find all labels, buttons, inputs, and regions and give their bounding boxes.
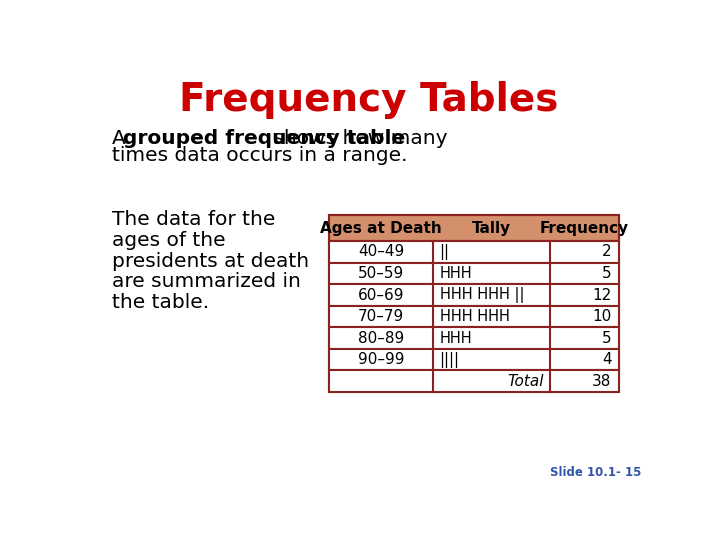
Bar xyxy=(329,306,619,327)
Bar xyxy=(329,262,619,284)
Text: shows how many: shows how many xyxy=(267,129,448,148)
Text: 5: 5 xyxy=(602,330,611,346)
Text: HHH: HHH xyxy=(439,266,472,281)
Text: 60–69: 60–69 xyxy=(358,287,404,302)
Text: 12: 12 xyxy=(593,287,611,302)
Text: ages of the: ages of the xyxy=(112,231,225,249)
Text: 2: 2 xyxy=(602,245,611,259)
Text: presidents at death: presidents at death xyxy=(112,252,309,271)
Bar xyxy=(329,349,619,370)
Text: are summarized in: are summarized in xyxy=(112,272,300,292)
Text: Slide 10.1- 15: Slide 10.1- 15 xyxy=(550,467,642,480)
Text: grouped frequency table: grouped frequency table xyxy=(122,129,405,148)
Text: 90–99: 90–99 xyxy=(358,352,404,367)
Text: 80–89: 80–89 xyxy=(358,330,404,346)
Bar xyxy=(329,327,619,349)
Bar xyxy=(329,370,619,392)
Text: The data for the: The data for the xyxy=(112,210,275,229)
Text: Total: Total xyxy=(507,374,544,389)
Bar xyxy=(329,215,619,241)
Text: 38: 38 xyxy=(593,374,611,389)
Text: 50–59: 50–59 xyxy=(358,266,404,281)
Text: HHH HHH ||: HHH HHH || xyxy=(439,287,524,303)
Text: 5: 5 xyxy=(602,266,611,281)
Text: A: A xyxy=(112,129,132,148)
Text: Frequency Tables: Frequency Tables xyxy=(179,81,559,119)
Text: 70–79: 70–79 xyxy=(358,309,404,324)
Text: ||: || xyxy=(439,244,449,260)
Text: ||||: |||| xyxy=(439,352,459,368)
Text: 10: 10 xyxy=(593,309,611,324)
Text: HHH HHH: HHH HHH xyxy=(439,309,510,324)
Bar xyxy=(329,215,619,392)
Text: Tally: Tally xyxy=(472,220,511,235)
Bar xyxy=(329,241,619,262)
Text: the table.: the table. xyxy=(112,293,209,312)
Text: Frequency: Frequency xyxy=(540,220,629,235)
Text: Ages at Death: Ages at Death xyxy=(320,220,442,235)
Text: times data occurs in a range.: times data occurs in a range. xyxy=(112,146,408,165)
Text: 4: 4 xyxy=(602,352,611,367)
Text: HHH: HHH xyxy=(439,330,472,346)
Bar xyxy=(329,284,619,306)
Text: 40–49: 40–49 xyxy=(358,245,404,259)
